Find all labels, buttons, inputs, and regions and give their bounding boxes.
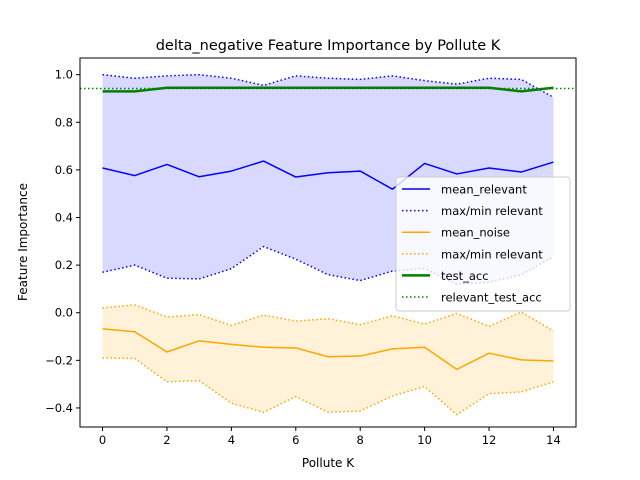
- band-max_noise-min_noise: [103, 305, 554, 415]
- y-tick-label: −0.4: [45, 401, 73, 415]
- legend-label: test_acc: [441, 269, 489, 283]
- y-ticks: −0.4 −0.2 0.0 0.2 0.4 0.6 0.8 1.0: [45, 68, 80, 415]
- x-ticks: 0 2 4 6 8 10 12 14: [99, 427, 561, 447]
- x-tick-label: 8: [357, 433, 364, 447]
- legend-label: max/min relevant: [441, 204, 543, 218]
- y-tick-label: 0.4: [55, 211, 73, 225]
- y-tick-label: −0.2: [45, 353, 73, 367]
- y-tick-label: 0.6: [55, 163, 73, 177]
- y-tick-label: 0.0: [55, 306, 73, 320]
- chart-title: delta_negative Feature Importance by Pol…: [156, 38, 501, 54]
- legend-label: mean_noise: [441, 226, 510, 240]
- legend-label: max/min relevant: [441, 247, 543, 261]
- x-tick-label: 4: [228, 433, 235, 447]
- legend-label: relevant_test_acc: [441, 291, 542, 305]
- legend-label: mean_relevant: [441, 183, 527, 197]
- x-tick-label: 6: [292, 433, 299, 447]
- x-tick-label: 0: [99, 433, 106, 447]
- y-tick-label: 0.2: [55, 258, 73, 272]
- y-tick-label: 1.0: [55, 68, 73, 82]
- y-tick-label: 0.8: [55, 115, 73, 129]
- x-tick-label: 14: [546, 433, 561, 447]
- x-tick-label: 10: [417, 433, 432, 447]
- x-tick-label: 2: [163, 433, 170, 447]
- x-tick-label: 12: [482, 433, 497, 447]
- x-axis-label: Pollute K: [302, 456, 355, 470]
- y-axis-label: Feature Importance: [16, 183, 30, 301]
